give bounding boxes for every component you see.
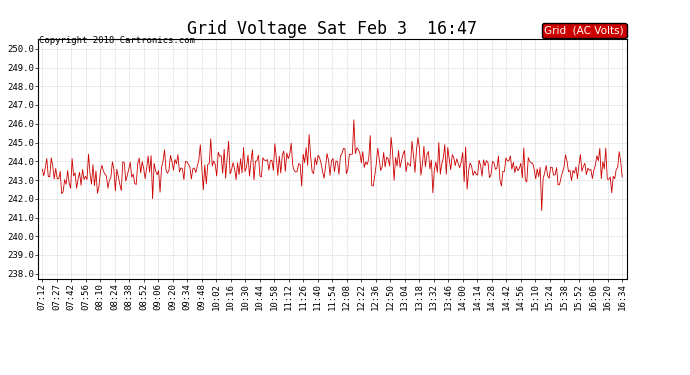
Text: Copyright 2018 Cartronics.com: Copyright 2018 Cartronics.com [39, 36, 195, 45]
Title: Grid Voltage Sat Feb 3  16:47: Grid Voltage Sat Feb 3 16:47 [187, 20, 477, 38]
Legend: Grid  (AC Volts): Grid (AC Volts) [542, 22, 627, 38]
